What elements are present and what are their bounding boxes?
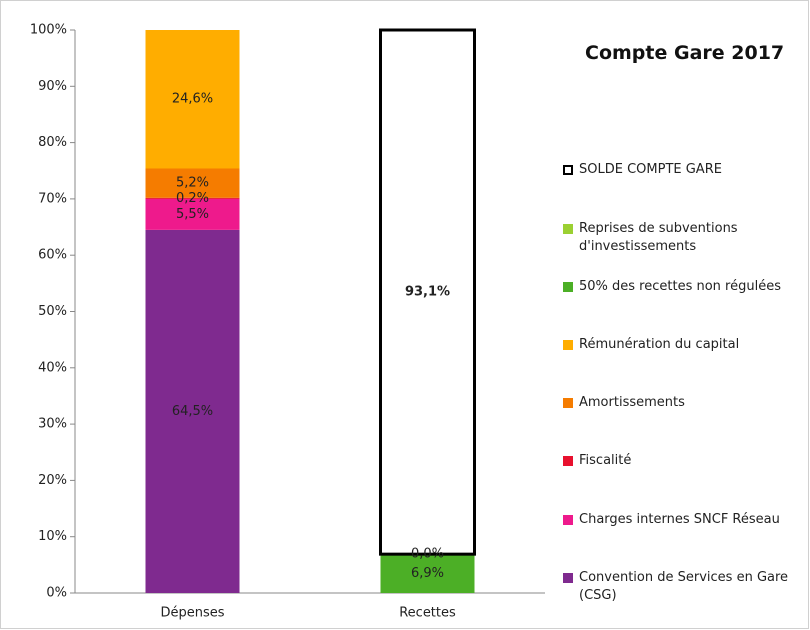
bar-segment (380, 554, 475, 593)
legend-item: 50% des recettes non régulées (563, 278, 803, 296)
data-label: 64,5% (172, 404, 213, 419)
data-label: 0,0% (411, 547, 444, 562)
y-tick-label: 60% (38, 248, 67, 263)
legend-label: Charges internes SNCF Réseau (579, 512, 780, 527)
bar-segment (379, 28, 476, 556)
bar-segment (145, 168, 240, 198)
data-label: 6,9% (411, 566, 444, 581)
legend-label: 50% des recettes non régulées (579, 279, 781, 294)
legend-label: Amortissements (579, 395, 685, 410)
legend-item: Convention de Services en Gare (CSG) (563, 569, 803, 605)
data-label: 5,5% (176, 207, 209, 222)
data-label: 93,1% (405, 285, 450, 300)
y-tick-label: 90% (38, 79, 67, 94)
legend-swatch (563, 456, 573, 466)
legend-item: Fiscalité (563, 452, 803, 470)
legend-item: Charges internes SNCF Réseau (563, 511, 803, 529)
legend-item: SOLDE COMPTE GARE (563, 161, 803, 179)
y-tick-label: 50% (38, 304, 67, 319)
y-tick-label: 70% (38, 191, 67, 206)
y-tick-label: 20% (38, 473, 67, 488)
legend-item: Rémunération du capital (563, 336, 803, 354)
x-tick-label: Dépenses (160, 606, 224, 621)
data-label: 5,2% (176, 176, 209, 191)
legend-swatch (563, 282, 573, 292)
legend-item: Amortissements (563, 394, 803, 412)
legend-swatch (563, 573, 573, 583)
y-tick-label: 10% (38, 529, 67, 544)
bar-segment (145, 30, 240, 169)
legend-label: Rémunération du capital (579, 337, 740, 352)
data-label: 0,2% (176, 191, 209, 206)
legend-swatch (563, 398, 573, 408)
legend-swatch (563, 165, 573, 175)
y-tick-label: 30% (38, 417, 67, 432)
x-tick-label: Recettes (399, 606, 456, 621)
legend-swatch (563, 224, 573, 234)
legend-swatch (563, 340, 573, 350)
bar-segment (145, 229, 240, 594)
legend-swatch (563, 515, 573, 525)
legend-label: Reprises de subventions d'investissement… (579, 221, 738, 254)
legend-label: Fiscalité (579, 453, 632, 468)
legend-item: Reprises de subventions d'investissement… (563, 220, 803, 256)
y-tick-label: 100% (30, 23, 67, 38)
y-tick-label: 40% (38, 360, 67, 375)
bar-segment (145, 198, 240, 230)
bar-segment (145, 197, 240, 199)
y-tick-label: 80% (38, 135, 67, 150)
legend-label: SOLDE COMPTE GARE (579, 162, 722, 177)
data-label: 24,6% (172, 92, 213, 107)
legend-label: Convention de Services en Gare (CSG) (579, 570, 789, 603)
chart-title: Compte Gare 2017 (585, 42, 785, 64)
y-tick-label: 0% (46, 586, 67, 601)
